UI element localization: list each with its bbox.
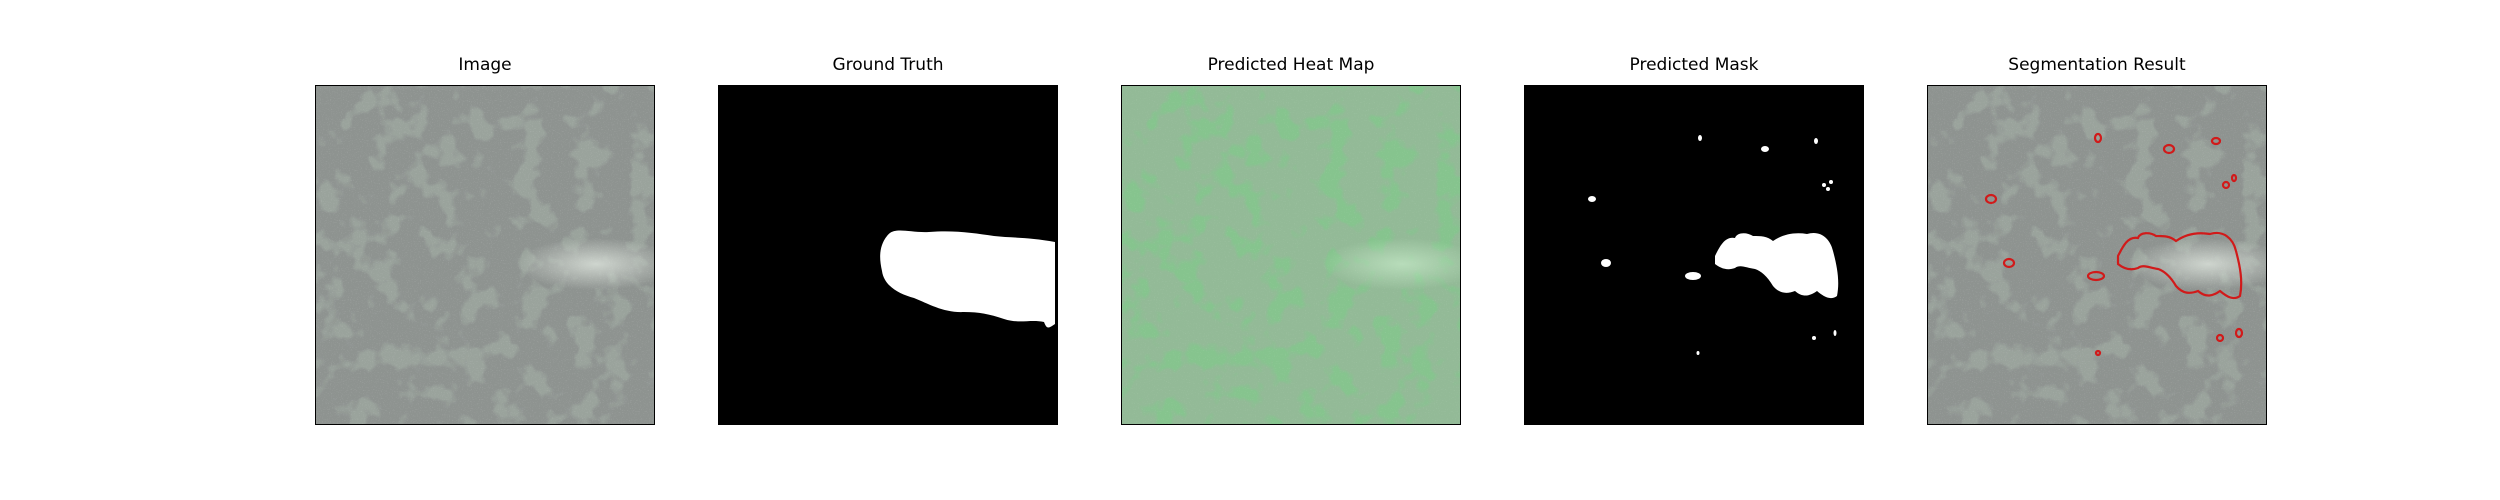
contour-main	[2116, 231, 2243, 300]
segmentation-contours	[1984, 132, 2244, 357]
mask-regions	[1588, 135, 1839, 355]
panel-title-segmentation: Segmentation Result	[2008, 55, 2186, 75]
image-heat-map	[1121, 85, 1461, 425]
ground-truth-region	[880, 230, 1055, 328]
panel-title-image: Image	[458, 55, 512, 75]
panel-title-heat-map: Predicted Heat Map	[1207, 55, 1375, 75]
image-ground-truth	[718, 85, 1058, 425]
panel-title-ground-truth: Ground Truth	[832, 55, 944, 75]
image-predicted-mask	[1524, 85, 1864, 425]
panel-title-mask: Predicted Mask	[1629, 55, 1759, 75]
mask-main-region	[1715, 232, 1839, 299]
image-segmentation-result	[1927, 85, 2267, 425]
image-original	[315, 85, 655, 425]
